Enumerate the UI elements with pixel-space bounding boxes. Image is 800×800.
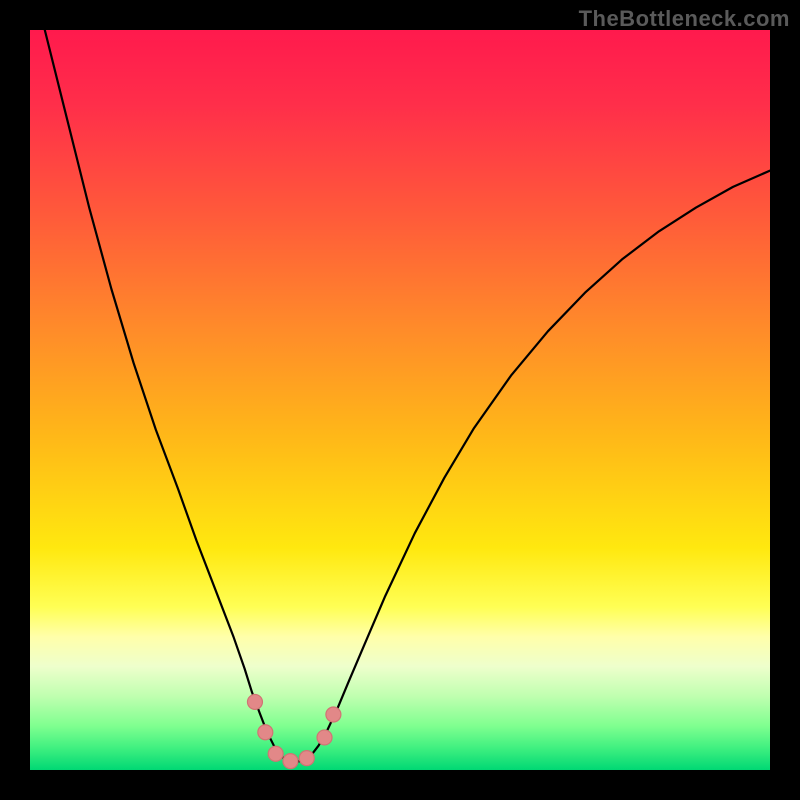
curve-marker (258, 725, 273, 740)
curve-marker (317, 730, 332, 745)
curve-marker (299, 751, 314, 766)
chart-frame: TheBottleneck.com (0, 0, 800, 800)
watermark-text: TheBottleneck.com (579, 6, 790, 32)
curve-marker (283, 754, 298, 769)
curve-marker (247, 694, 262, 709)
bottleneck-chart (0, 0, 800, 800)
curve-marker (326, 707, 341, 722)
curve-marker (268, 746, 283, 761)
plot-background (30, 30, 770, 770)
